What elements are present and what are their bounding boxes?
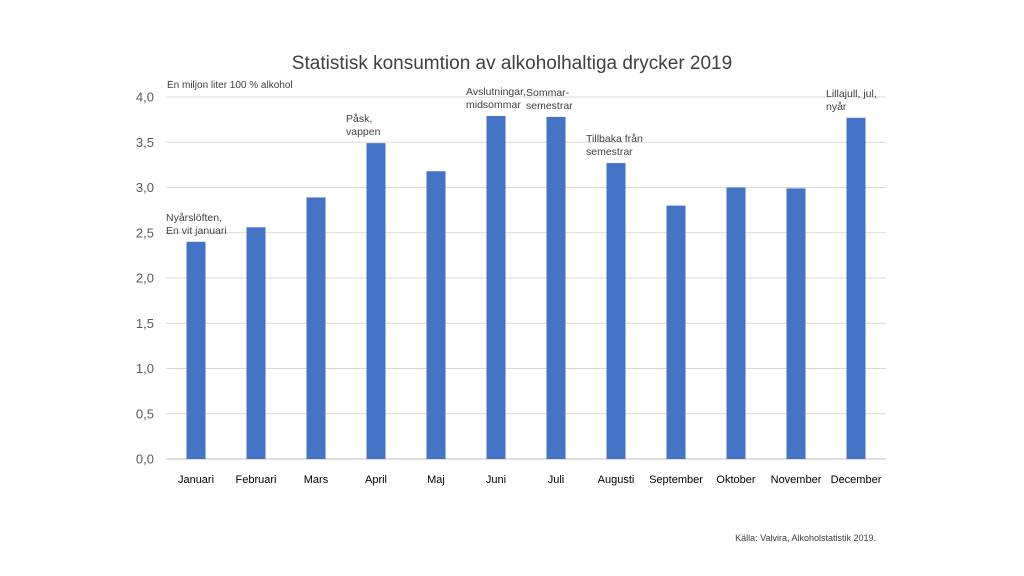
bar — [666, 205, 686, 459]
y-tick-label: 0,0 — [136, 452, 154, 467]
x-tick-label: December — [831, 474, 882, 486]
bar — [246, 227, 266, 459]
annotations: Nyårslöften, En vit januari Påsk, vappen Avs… — [166, 86, 877, 237]
bar — [306, 197, 326, 459]
bar — [726, 187, 746, 459]
annotation: Avslutningar, midsommar — [466, 86, 526, 111]
chart-title: Statistisk konsumtion av alkoholhaltiga … — [292, 53, 732, 74]
y-tick-label: 3,5 — [136, 135, 154, 150]
y-tick-label: 3,0 — [136, 180, 154, 195]
x-tick-label: Februari — [236, 474, 277, 486]
x-tick-label: Augusti — [598, 474, 635, 486]
annotation: Lillajull, jul, nyår — [826, 88, 877, 113]
bar — [846, 117, 866, 459]
x-tick-label: Oktober — [716, 474, 755, 486]
y-tick-label: 2,0 — [136, 271, 154, 286]
gridlines — [166, 96, 886, 460]
bar — [606, 163, 626, 459]
x-tick-label: Januari — [178, 474, 214, 486]
annotation: Påsk, vappen — [346, 113, 381, 138]
annotation: Sommar-semestrar — [526, 87, 573, 112]
bar — [546, 116, 566, 459]
annotation: Tillbaka från semestrar — [586, 133, 643, 158]
x-tick-label: Juli — [548, 474, 565, 486]
bars — [186, 116, 866, 459]
x-tick-labels: Januari Februari Mars April Maj Juni Juli Augus… — [178, 474, 882, 486]
y-tick-label: 2,5 — [136, 225, 154, 240]
source-note: Källa: Valvira, Alkoholstatistik 2019. — [735, 533, 876, 543]
x-tick-label: Mars — [304, 474, 329, 486]
x-tick-label: November — [771, 474, 822, 486]
y-tick-label: 0,5 — [136, 406, 154, 421]
annotation: Nyårslöften, En vit januari — [166, 212, 227, 237]
y-tick-label: 4,0 — [136, 90, 154, 105]
y-axis-label: En miljon liter 100 % alkohol — [167, 80, 293, 91]
bar — [486, 116, 506, 459]
bar — [366, 143, 386, 459]
x-tick-label: April — [365, 474, 387, 486]
x-tick-label: Maj — [427, 474, 445, 486]
x-tick-label: September — [649, 474, 703, 486]
y-tick-label: 1,0 — [136, 361, 154, 376]
y-tick-label: 1,5 — [136, 316, 154, 331]
y-tick-labels: 0,0 0,5 1,0 1,5 2,0 2,5 3,0 3,5 4,0 — [136, 90, 154, 467]
bar — [426, 171, 446, 459]
bar — [786, 188, 806, 459]
x-tick-label: Juni — [486, 474, 506, 486]
bar — [186, 241, 206, 459]
